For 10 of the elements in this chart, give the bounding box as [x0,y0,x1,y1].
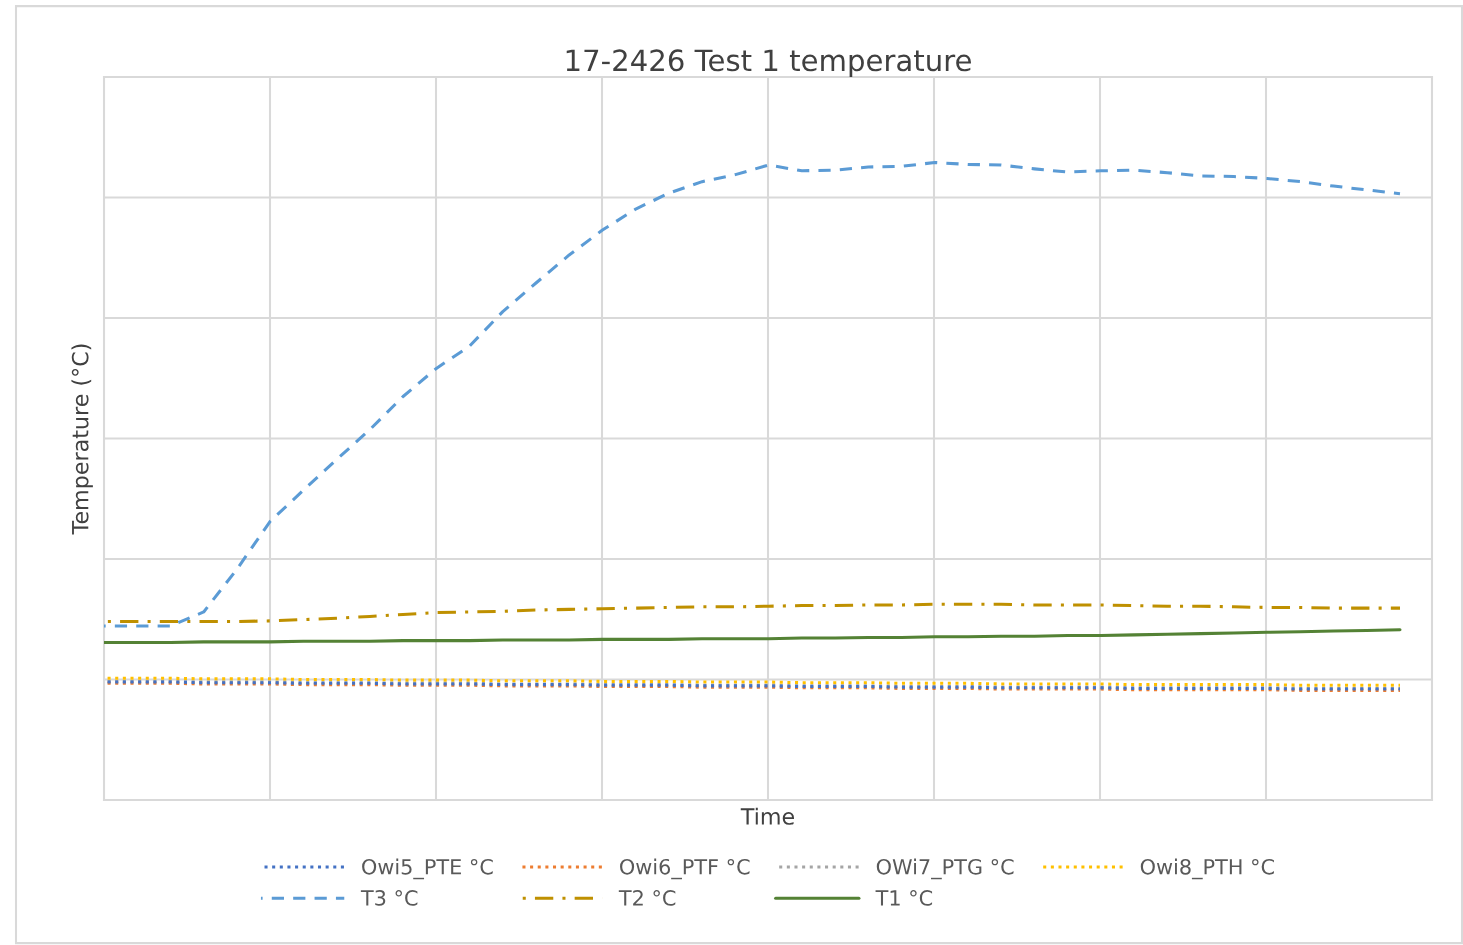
legend-label: T1 °C [875,890,933,906]
chart-title: 17-2426 Test 1 temperature [566,49,971,77]
legend-label: Owi5_PTE °C [362,858,493,880]
legend-label: Owi8_PTH °C [1140,858,1274,880]
y-axis-title: Temperature (°C) [71,344,93,535]
legend-label: OWi7_PTG °C [876,858,1014,880]
x-axis-title: Time [740,807,794,825]
legend-label: T3 °C [360,890,418,906]
legend-label: T2 °C [618,890,676,906]
legend-label: Owi6_PTF °C [620,858,750,880]
